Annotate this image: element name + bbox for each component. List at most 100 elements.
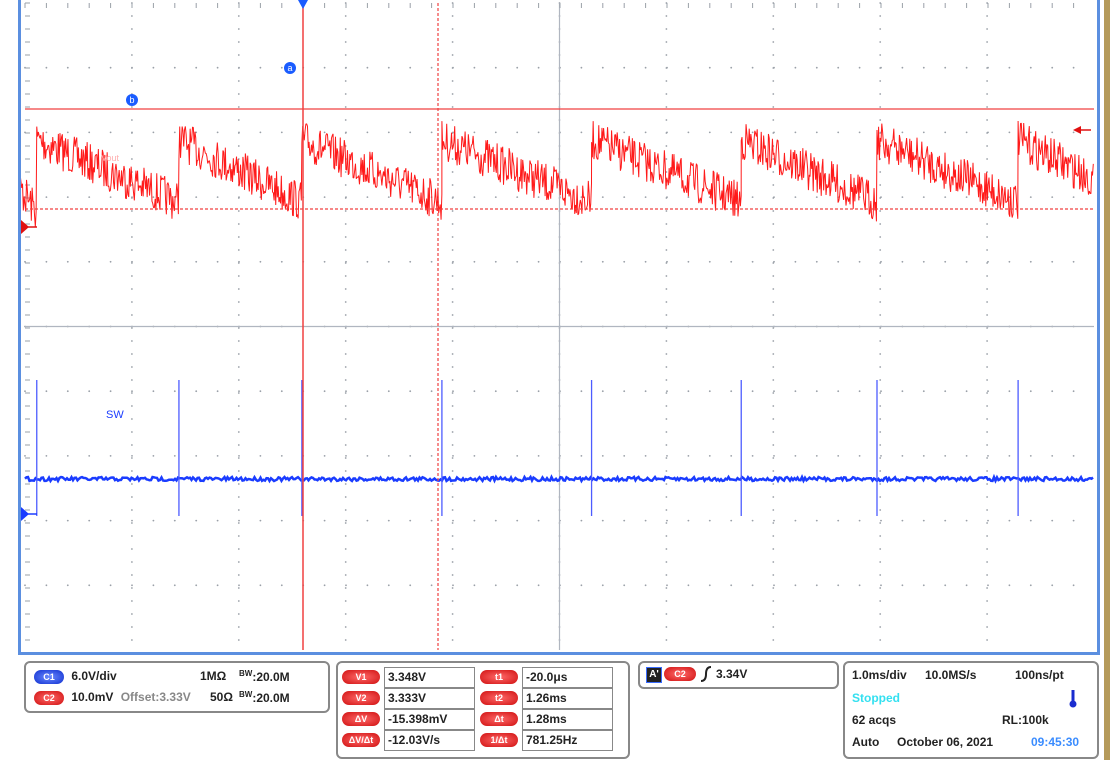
c1-badge[interactable]: C1 <box>34 670 64 684</box>
grid-dot <box>237 587 240 589</box>
grid-dot <box>280 455 283 457</box>
grid-dot <box>152 66 155 69</box>
grid-dot <box>152 196 155 199</box>
grid-dot <box>665 548 668 550</box>
grid-dot <box>259 390 262 393</box>
grid-dot <box>922 260 925 263</box>
grid-dot <box>131 28 133 30</box>
grid-dot <box>195 390 198 393</box>
timebase[interactable]: 1.0ms/div <box>852 668 907 682</box>
grid-dot <box>516 260 519 263</box>
c2-badge[interactable]: C2 <box>34 691 64 705</box>
grid-dot <box>879 93 882 95</box>
grid-dot <box>730 519 733 522</box>
grid-dot <box>986 41 988 43</box>
trigger-level-icon <box>1073 126 1081 134</box>
grid-dot <box>237 444 240 446</box>
grid-dot <box>451 431 454 433</box>
grid-dot <box>451 314 454 316</box>
grid-dot <box>986 639 988 641</box>
grid-dot <box>131 301 133 303</box>
cursor-b-marker[interactable]: b <box>126 94 138 106</box>
grid-dot <box>452 66 454 69</box>
grid-dot <box>344 41 347 43</box>
grid-dot <box>173 131 176 134</box>
grid-dot <box>922 455 925 457</box>
grid-dot <box>344 340 347 342</box>
grid-dot <box>580 196 583 199</box>
grid-dot <box>1008 519 1011 522</box>
waveform-display[interactable]: Vout SW a b <box>18 0 1100 655</box>
grid-dot <box>451 626 454 628</box>
grid-dot <box>237 41 240 43</box>
grid-dot <box>237 626 240 628</box>
channel-1-row[interactable]: C1 6.0V/div 1MΩ BW:20.0M <box>34 669 334 684</box>
grid-dot <box>45 196 48 199</box>
grid-dot <box>879 54 882 56</box>
grid-dot <box>730 584 733 587</box>
grid-dot <box>772 548 775 550</box>
grid-dot <box>986 613 988 615</box>
grid-dot <box>344 561 347 563</box>
grid-dot <box>772 418 775 420</box>
waveform-plot <box>21 0 1094 650</box>
c1-scale: 6.0V/div <box>71 669 117 683</box>
grid-dot <box>366 131 369 134</box>
grid-dot <box>879 236 882 238</box>
grid-dot <box>280 66 283 69</box>
grid-dot <box>879 535 882 537</box>
grid-dot <box>665 210 668 212</box>
grid-dot <box>345 390 347 393</box>
trigger-panel[interactable]: A' C2 3.34V <box>638 661 839 689</box>
grid-dot <box>537 260 540 263</box>
grid-dot <box>794 390 797 393</box>
grid-dot <box>344 15 347 17</box>
grid-dot <box>986 340 988 342</box>
grid-dot <box>237 522 240 524</box>
grid-dot <box>131 522 133 524</box>
grid-dot <box>451 470 454 472</box>
grid-dot <box>772 41 775 43</box>
grid-dot <box>344 80 347 82</box>
grid-dot <box>879 288 882 290</box>
grid-dot <box>922 196 925 199</box>
cursor-a-marker[interactable]: a <box>284 62 296 74</box>
grid-dot <box>901 584 904 587</box>
grid-dot <box>687 584 690 587</box>
grid-dot <box>323 196 326 199</box>
grid-dot <box>195 584 198 587</box>
trigger-mode[interactable]: Auto <box>852 735 880 749</box>
sw-trace-label: SW <box>106 409 124 421</box>
trigger-source-badge[interactable]: C2 <box>664 667 696 681</box>
grid-dot <box>601 196 604 199</box>
grid-dot <box>665 314 668 316</box>
cursor-t1-value: 1.26ms <box>522 688 613 709</box>
cursor-v2-label: ΔV <box>342 712 380 726</box>
grid-dot <box>216 584 219 587</box>
grid-dot <box>880 260 882 263</box>
grid-dot <box>986 600 988 602</box>
grid-dot <box>259 260 262 263</box>
grid-dot <box>986 236 988 238</box>
grid-dot <box>345 584 347 587</box>
grid-dot <box>815 584 818 587</box>
grid-dot <box>66 584 69 587</box>
grid-dot <box>131 574 133 576</box>
grid-dot <box>665 509 668 511</box>
grid-dot <box>131 131 133 134</box>
grid-dot <box>665 483 668 485</box>
grid-dot <box>451 119 454 121</box>
grid-dot <box>708 390 711 393</box>
grid-dot <box>131 288 133 290</box>
grid-dot <box>237 405 240 407</box>
grid-dot <box>366 584 369 587</box>
grid-dot <box>237 392 240 394</box>
c1-bandwidth: BW:20.0M <box>239 669 290 684</box>
channel-2-row[interactable]: C2 10.0mV Offset:3.33V 50Ω BW:20.0M <box>34 690 334 705</box>
acquisition-state[interactable]: Stopped <box>852 691 900 705</box>
grid-dot <box>730 131 733 134</box>
grid-dot <box>965 196 968 199</box>
grid-dot <box>344 626 347 628</box>
grid-dot <box>451 561 454 563</box>
grid-dot <box>623 584 626 587</box>
